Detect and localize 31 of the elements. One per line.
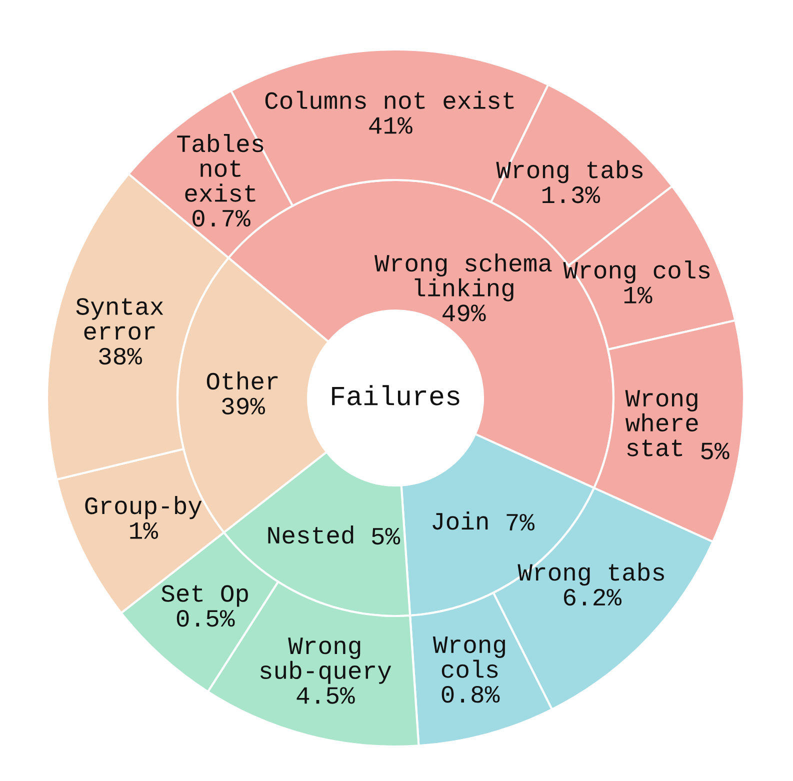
category-label: Wrong tabs: [496, 160, 643, 184]
data-label: 5%: [701, 442, 730, 460]
category-label: Tables not exist: [177, 134, 264, 202]
category-label: Wrong tabs: [518, 562, 664, 586]
data-label: 1.3%: [542, 186, 600, 204]
category-label: Wrong cols: [563, 260, 710, 284]
category-label: Wrong sub-query: [260, 638, 392, 684]
category-label: Nested: [268, 525, 354, 544]
category-label: Wrong schema linking: [374, 254, 552, 302]
text: Failures: [332, 385, 460, 406]
data-label: 39%: [222, 398, 266, 415]
category-label: Wrong cols: [432, 636, 505, 678]
category-label: Set Op: [162, 585, 248, 607]
data-label: 5%: [372, 528, 400, 545]
data-label: 0.7%: [192, 210, 250, 227]
category-label: Join: [432, 512, 488, 530]
data-label: 0.8%: [442, 686, 500, 703]
data-label: 1%: [130, 522, 158, 539]
category-label: Group-by: [85, 496, 202, 520]
category-label: Wrong where stat: [625, 390, 698, 456]
data-label: 0.5%: [176, 610, 235, 627]
data-label: 7%: [506, 514, 535, 531]
category-label: Syntax error: [76, 298, 164, 340]
data-label: 6.2%: [564, 588, 622, 606]
data-label: 1%: [624, 286, 652, 304]
category-label: Other: [206, 372, 278, 390]
data-label: 41%: [369, 117, 412, 134]
data-label: 4.5%: [296, 687, 355, 704]
data-label: 38%: [99, 348, 142, 365]
data-label: 49%: [442, 304, 486, 322]
category-label: Columns not exist: [265, 90, 514, 110]
